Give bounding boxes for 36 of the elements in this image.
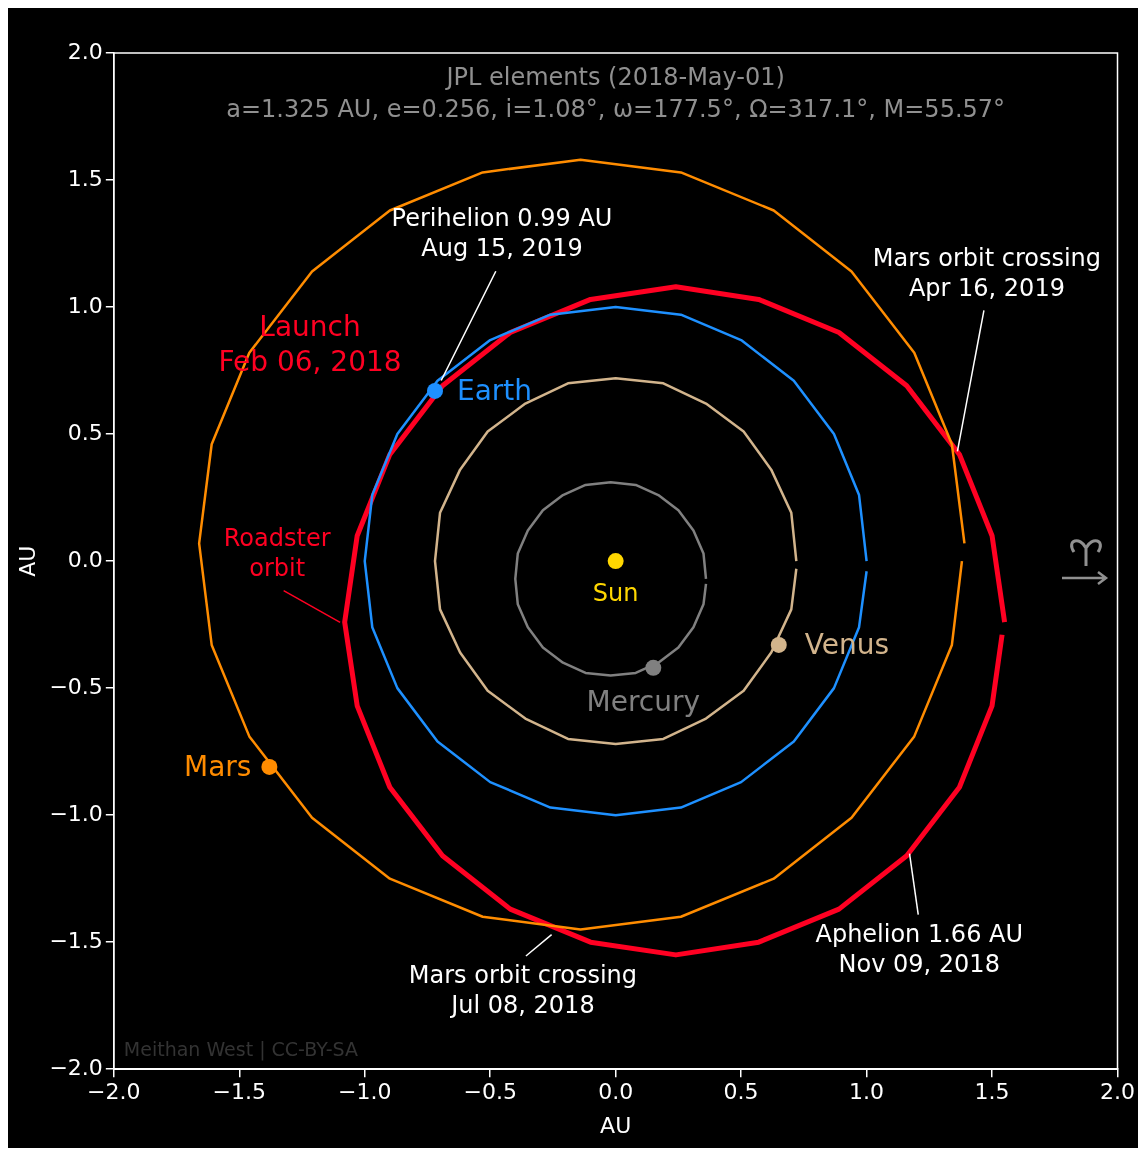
x-tick-label: 1.0	[849, 1079, 885, 1105]
y-axis-title: AU	[14, 545, 40, 577]
y-tick-label: 1.0	[67, 292, 103, 318]
text: JPL elements (2018-May-01)	[444, 63, 785, 92]
y-tick-label: 2.0	[67, 38, 103, 64]
y-tick-label: −2.0	[49, 1054, 103, 1080]
point	[645, 659, 662, 676]
series-label: Mars	[183, 750, 252, 784]
x-tick-label: −1.0	[338, 1079, 392, 1105]
x-axis-title: AU	[600, 1112, 632, 1138]
x-tick-label: −0.5	[463, 1079, 517, 1105]
text: a=1.325 AU, e=0.256, i=1.08°, ω=177.5°, Ω=317.1°, M=55.57°	[226, 95, 1006, 124]
y-tick-label: 0.5	[67, 419, 103, 445]
y-tick-label: −1.0	[49, 800, 103, 826]
point	[770, 636, 787, 653]
point	[607, 553, 624, 570]
annotation: Aphelion 1.66 AU Nov 09, 2018	[815, 919, 1024, 978]
annotation: Perihelion 0.99 AU Aug 15, 2019	[391, 204, 613, 263]
x-tick-label: −1.5	[212, 1079, 266, 1105]
point	[427, 382, 443, 399]
series-label: Sun	[592, 579, 639, 608]
y-tick-label: −1.5	[49, 927, 103, 953]
annotation: Roadster orbit	[223, 523, 331, 582]
x-tick-label: 2.0	[1100, 1079, 1136, 1105]
y-tick-label: 1.5	[67, 165, 103, 191]
x-tick-label: 1.5	[974, 1079, 1010, 1105]
series-label: Earth	[457, 374, 533, 408]
y-tick-label: 0.0	[67, 546, 103, 572]
point	[261, 758, 278, 775]
x-tick-label: 0.0	[598, 1079, 634, 1105]
series-label: Mercury	[586, 685, 701, 719]
annotation: Mars orbit crossing Jul 08, 2018	[408, 961, 638, 1020]
x-tick-label: 0.5	[723, 1079, 759, 1105]
y-tick-label: −0.5	[49, 673, 103, 699]
annotation: Mars orbit crossing Apr 16, 2019	[872, 243, 1102, 302]
x-tick-label: −2.0	[87, 1079, 141, 1105]
